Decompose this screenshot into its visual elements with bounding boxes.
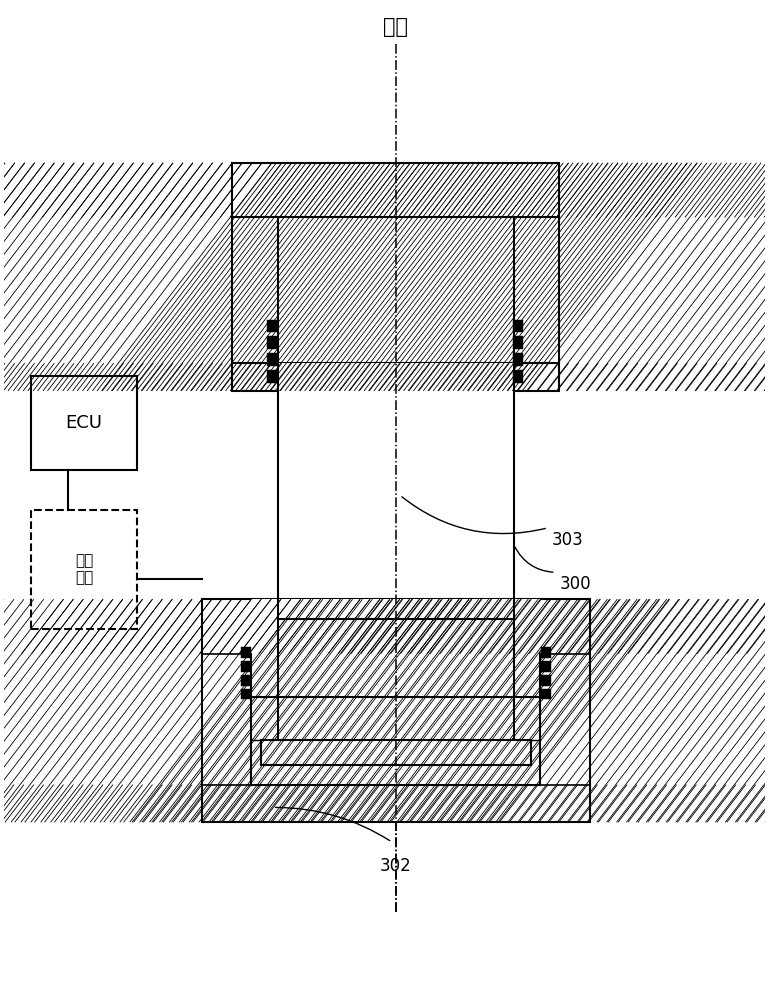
Bar (514, 163, 560, 391)
Bar (241, 689, 251, 699)
Bar (251, 599, 541, 785)
Bar (513, 370, 524, 383)
Bar (267, 353, 277, 366)
Bar (232, 163, 278, 391)
Bar (232, 363, 560, 391)
Text: 302: 302 (380, 857, 411, 875)
Bar (202, 599, 590, 822)
Bar (241, 661, 251, 672)
Bar (513, 336, 524, 349)
Bar (232, 163, 278, 391)
Bar (278, 363, 514, 619)
Bar (241, 675, 251, 686)
Bar (521, 599, 590, 654)
Text: 共轴: 共轴 (384, 17, 408, 37)
Bar (513, 320, 524, 332)
Bar (241, 647, 251, 658)
Bar (202, 785, 590, 822)
Bar (31, 376, 138, 470)
Bar (541, 647, 551, 658)
Text: ECU: ECU (65, 414, 102, 432)
Bar (267, 370, 277, 383)
Bar (267, 320, 277, 332)
Bar (232, 163, 560, 391)
Bar (541, 661, 551, 672)
Bar (202, 599, 271, 654)
Text: 303: 303 (552, 531, 584, 549)
Bar (202, 599, 271, 654)
Text: 液压
设备: 液压 设备 (75, 553, 93, 586)
Bar (202, 599, 251, 822)
Text: 300: 300 (560, 575, 591, 593)
Bar (541, 599, 590, 822)
Bar (202, 599, 251, 822)
Bar (202, 785, 590, 822)
Bar (232, 163, 560, 217)
Bar (261, 740, 531, 765)
Bar (514, 163, 560, 391)
Bar (513, 353, 524, 366)
Bar (278, 217, 514, 363)
Bar (541, 689, 551, 699)
Bar (541, 675, 551, 686)
Bar (232, 363, 560, 391)
Bar (541, 599, 590, 822)
Bar (267, 336, 277, 349)
Bar (31, 510, 138, 629)
Bar (232, 163, 560, 217)
Bar (521, 599, 590, 654)
